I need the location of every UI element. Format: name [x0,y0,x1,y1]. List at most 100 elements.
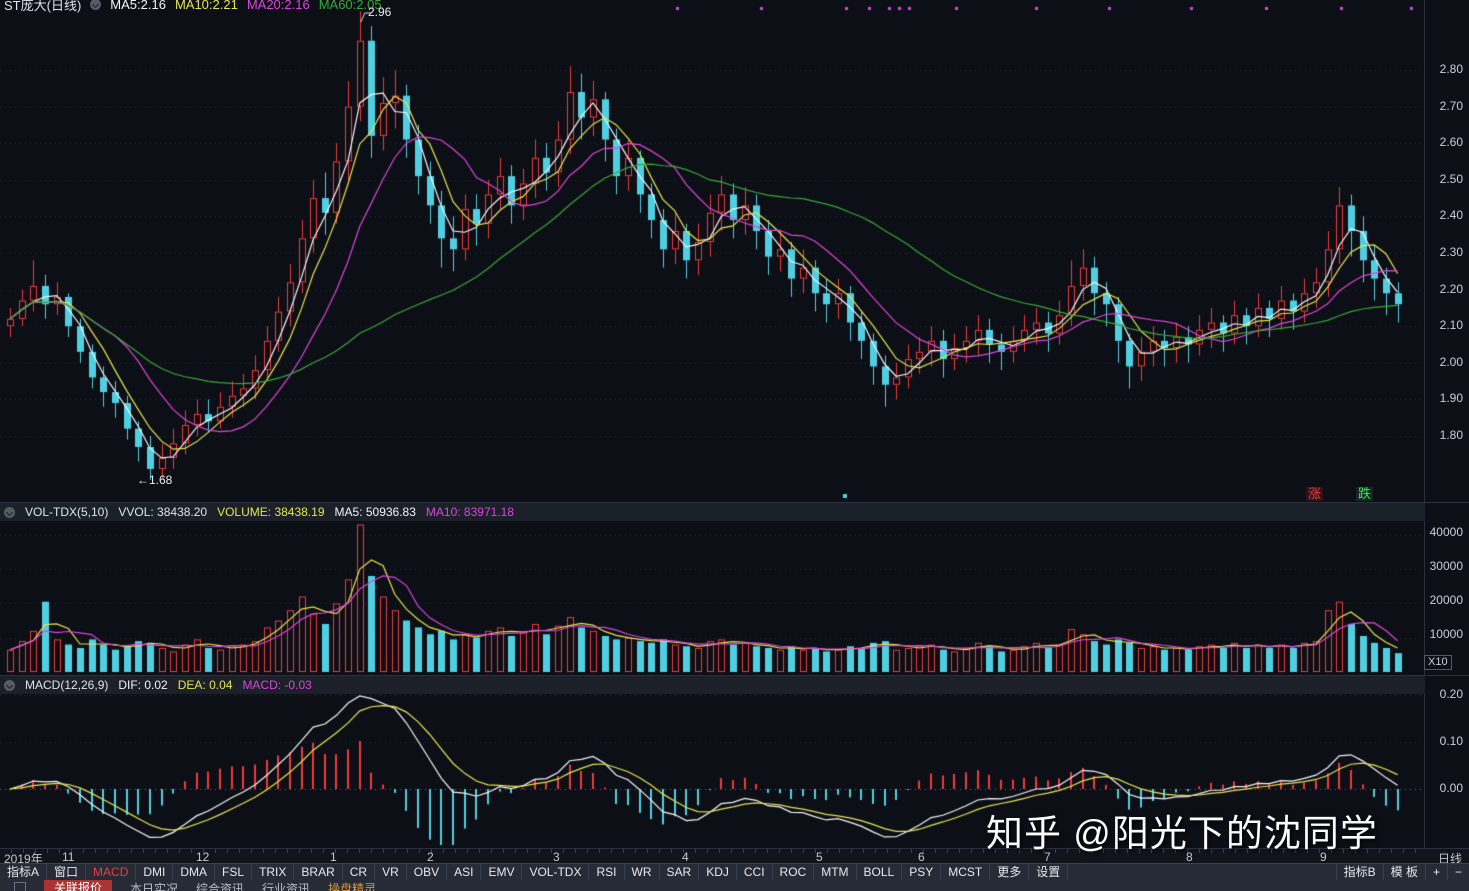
date-axis-label: 2019年 [4,852,43,866]
ma-labels: MA5:2.16 MA10:2.21 MA20:2.16 MA60:2.05 [110,0,390,12]
indicator-toolbar: 指标A 窗口 MACD DMI DMA FSL TRIX BRAR CR VR OBV ASI EMV V… [0,863,1469,881]
stock-title: ST庞大(日线) [4,0,82,13]
chart-canvas[interactable] [0,0,1425,848]
indicator-button-emv[interactable]: EMV [481,864,523,881]
macd-field-label: DIF: 0.02 [118,678,168,692]
indicator-button-mcst[interactable]: MCST [941,864,991,881]
price-axis-label: 2.10 [1439,318,1463,333]
axis-separator [1424,0,1425,848]
indicator-button-roc[interactable]: ROC [773,864,815,881]
indicator-button-kdj[interactable]: KDJ [699,864,737,881]
volume-axis-label: 10000 [1429,627,1463,641]
volume-unit-label: X10 [1424,655,1452,670]
macd-axis-label: 0.00 [1439,781,1463,795]
date-axis-label: 4 [682,850,689,864]
indicator-button-mtm[interactable]: MTM [814,864,857,881]
volume-axis-label: 30000 [1429,559,1463,573]
date-axis-label: 11 [62,850,75,864]
date-axis-label: 9 [1320,850,1327,864]
date-axis-label: 5 [816,850,823,864]
price-axis-label: 2.70 [1439,98,1463,113]
price-axis-label: 2.40 [1439,208,1463,223]
subrow-item[interactable]: 综合资讯 [196,882,245,891]
subrow-item[interactable]: 关联报价 [44,880,113,891]
period-label: 日线 [1437,852,1462,866]
macd-axis-label: 0.20 [1439,687,1463,701]
subrow-item[interactable]: 操盘精灵 [328,882,377,891]
indicator-button-cr[interactable]: CR [343,864,376,881]
price-axis-label: 2.30 [1439,245,1463,259]
macd-field-label: DEA: 0.04 [177,678,233,692]
indicator-button-rsi[interactable]: RSI [589,864,625,881]
indicator-button-fsl[interactable]: FSL [215,864,253,881]
date-axis-label: 3 [553,850,560,864]
volume-panel-header: VOL-TDX(5,10) VVOL: 38438.20 VOLUME: 384… [0,503,1425,521]
volume-axis-label: 20000 [1429,593,1463,607]
date-axis-label: 6 [918,850,925,864]
low-price-annotation: ←1.68 [137,473,173,487]
zoom-in-button[interactable]: + [1424,864,1447,881]
macd-header-fields: DIF: 0.02 DEA: 0.04 MACD: -0.03 [118,678,321,692]
subrow-item[interactable]: 本日实况 [130,882,179,891]
main-chart-header: ST庞大(日线) MA5:2.16 MA10:2.21 MA20:2.16 MA60:… [4,0,400,14]
indicator-button-wr[interactable]: WR [625,864,660,881]
volume-header-fields: VOLUME: 38438.19 MA5: 50936.83 MA10: 83971… [217,505,524,519]
price-axis-label: 2.20 [1439,281,1463,296]
watermark: 知乎 @阳光下的沈同学 [986,813,1378,854]
macd-axis-label: 0.10 [1439,734,1463,748]
indicator-button-指标a[interactable]: 指标A [0,864,48,881]
date-axis: 2019年 11 12 1 2 3 4 5 6 7 8 9 日线 [0,848,1469,866]
date-axis-label: 8 [1186,850,1193,864]
indicator-button-vr[interactable]: VR [375,864,407,881]
price-axis-label: 1.80 [1439,428,1463,442]
volume-indicator-name: VOL-TDX(5,10) [25,505,109,519]
volume-field-label: MA10: 83971.18 [425,505,514,519]
limit-down-button[interactable]: 跌 [1356,486,1374,501]
ma-value-label: MA20:2.16 [246,0,310,12]
volume-axis-label: 40000 [1429,525,1463,539]
date-axis-label: 12 [196,850,210,864]
indicator-button-psy[interactable]: PSY [902,864,942,881]
indicator-button-brar[interactable]: BRAR [294,864,343,881]
toolbar-button-模 板[interactable]: 模 板 [1382,864,1425,881]
macd-panel-header: MACD(12,26,9) DIF: 0.02 DEA: 0.04 MACD: -0… [0,676,1425,694]
price-axis-label: 2.00 [1439,354,1463,369]
zoom-out-button[interactable]: − [1446,864,1469,881]
indicator-button-dmi[interactable]: DMI [136,864,174,881]
date-axis-label: 1 [330,850,337,864]
vvol-value: VVOL: 38438.20 [118,505,208,519]
subrow-item[interactable]: 行业资讯 [262,882,311,891]
bottom-subrow: 关联报价 本日实况 综合资讯 行业资讯 操盘精灵 [0,880,1469,891]
indicator-button-boll[interactable]: BOLL [857,864,903,881]
price-axis-label: 2.60 [1439,135,1463,150]
macd-field-label: MACD: -0.03 [242,678,312,692]
indicator-button-macd[interactable]: MACD [86,864,137,881]
price-axis-label: 2.80 [1439,62,1463,76]
limit-up-button[interactable]: 涨 [1306,486,1324,501]
collapse-icon[interactable] [4,506,15,518]
indicator-button-asi[interactable]: ASI [447,864,482,881]
indicator-button-cci[interactable]: CCI [737,864,773,881]
collapse-icon[interactable] [4,679,15,691]
indicator-button-dma[interactable]: DMA [173,864,216,881]
indicator-button-sar[interactable]: SAR [660,864,700,881]
indicator-button-设置[interactable]: 设置 [1029,864,1069,881]
date-axis-label: 7 [1044,850,1051,864]
ma-value-label: MA10:2.21 [174,0,238,12]
subrow-checkbox[interactable] [14,882,26,891]
high-price-annotation: 2.96 [368,5,392,19]
ma-value-label: MA60:2.05 [318,0,382,12]
indicator-button-trix[interactable]: TRIX [252,864,295,881]
indicator-button-obv[interactable]: OBV [407,864,448,881]
panel-divider [0,675,1469,676]
indicator-button-vol-tdx[interactable]: VOL-TDX [522,864,590,881]
collapse-icon[interactable] [90,0,102,10]
indicator-button-窗口[interactable]: 窗口 [47,864,87,881]
volume-field-label: VOLUME: 38438.19 [217,505,325,519]
price-axis-label: 2.50 [1439,171,1463,186]
date-axis-label: 2 [427,850,434,864]
toolbar-button-指标B[interactable]: 指标B [1335,864,1383,881]
indicator-button-更多[interactable]: 更多 [990,864,1030,881]
price-axis-label: 1.90 [1439,391,1463,406]
